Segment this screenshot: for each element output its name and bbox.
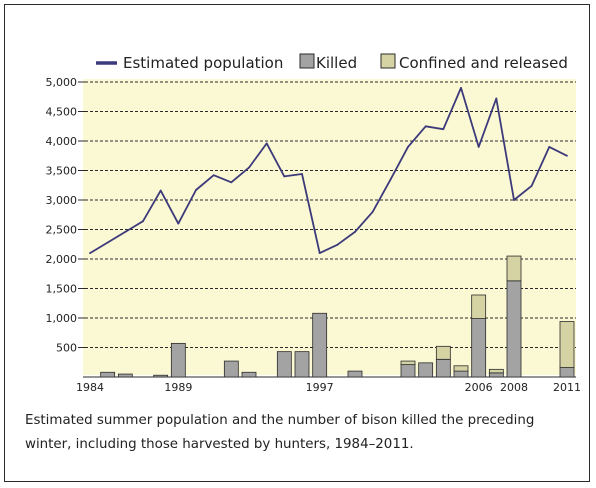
- legend-label-confined: Confined and released: [399, 54, 568, 72]
- population-point: [530, 184, 533, 187]
- legend-swatch-confined: [380, 53, 396, 69]
- bar-confined-released: [435, 345, 451, 360]
- population-chart: Estimated population Killed Confined and…: [46, 53, 581, 394]
- population-point: [265, 142, 268, 145]
- x-tick-label: 2011: [553, 381, 581, 394]
- population-point: [195, 189, 197, 191]
- x-axis-ticks: 1984 1989 1997 2006 2008 2011: [76, 381, 581, 394]
- y-tick-label: 2,000: [46, 253, 78, 266]
- population-point: [371, 210, 374, 213]
- population-point: [424, 125, 427, 128]
- bar-killed: [435, 358, 451, 378]
- population-point: [230, 181, 233, 184]
- bar-killed: [506, 280, 522, 378]
- bar-killed: [559, 367, 575, 378]
- population-point: [407, 146, 409, 148]
- bar-killed: [117, 373, 133, 378]
- bar-confined-released: [488, 368, 504, 374]
- bar-killed: [170, 342, 186, 378]
- population-point: [301, 173, 303, 175]
- legend-label-killed: Killed: [316, 54, 357, 72]
- population-point: [442, 128, 445, 131]
- x-tick-label: 2006: [465, 381, 493, 394]
- bar-killed: [223, 360, 239, 378]
- population-point: [142, 220, 144, 223]
- population-line: [89, 87, 568, 255]
- y-tick-label: 4,000: [46, 135, 78, 148]
- bar-confined-released: [506, 255, 522, 282]
- population-point: [106, 241, 109, 244]
- y-tick-label: 1,500: [46, 283, 78, 296]
- y-tick-label: 5,000: [46, 76, 78, 89]
- y-tick-label: 2,500: [46, 224, 78, 237]
- population-point: [354, 230, 356, 233]
- population-point: [124, 230, 127, 233]
- bar-killed: [294, 351, 310, 378]
- bar-confined-released: [400, 360, 416, 366]
- population-point: [283, 175, 286, 178]
- bar-killed: [241, 371, 257, 378]
- population-point: [513, 199, 515, 201]
- population-point: [248, 166, 250, 169]
- bar-killed: [100, 371, 116, 378]
- bar-series: [100, 255, 575, 378]
- y-tick-label: 3,000: [46, 194, 78, 207]
- population-point: [159, 189, 162, 192]
- bar-killed: [400, 364, 416, 378]
- population-point: [477, 146, 480, 148]
- y-tick-label: 1,000: [46, 312, 78, 325]
- y-tick-label: 3,500: [46, 165, 78, 178]
- bar-killed: [312, 312, 328, 378]
- bar-confined-released: [471, 294, 487, 319]
- population-point: [460, 87, 462, 89]
- y-tick-label: 4,500: [46, 106, 78, 119]
- bar-killed: [418, 362, 434, 378]
- bar-killed: [471, 318, 487, 378]
- x-tick-label: 2008: [500, 381, 528, 394]
- y-tick-label: 500: [56, 342, 77, 355]
- figure-caption: Estimated summer population and the numb…: [25, 413, 535, 452]
- bar-killed: [488, 372, 504, 378]
- population-line-series: [89, 87, 568, 255]
- x-tick-label: 1984: [76, 381, 104, 394]
- bar-killed: [453, 370, 469, 378]
- y-axis-ticks: 5,000 4,500 4,000 3,500 3,000 2,500 2,000 1,500…: [46, 76, 85, 355]
- bar-killed: [276, 351, 292, 378]
- population-point: [389, 179, 392, 181]
- population-point: [566, 154, 568, 157]
- population-point: [212, 174, 215, 177]
- x-tick-label: 1997: [306, 381, 334, 394]
- population-point: [548, 146, 551, 148]
- bar-killed: [347, 370, 363, 378]
- bar-confined-released: [453, 365, 469, 372]
- population-point: [336, 243, 339, 246]
- population-point: [318, 252, 321, 255]
- population-point: [177, 222, 180, 225]
- legend-label-population: Estimated population: [123, 54, 283, 72]
- x-tick-label: 1989: [164, 381, 192, 394]
- chart-legend: Estimated population Killed Confined and…: [96, 53, 568, 72]
- bar-killed: [153, 374, 169, 378]
- legend-swatch-killed: [299, 53, 315, 69]
- plot-area: [83, 79, 576, 375]
- figure-frame: Estimated population Killed Confined and…: [4, 4, 590, 482]
- bar-confined-released: [559, 321, 575, 368]
- population-point: [495, 97, 498, 100]
- population-point: [89, 252, 91, 255]
